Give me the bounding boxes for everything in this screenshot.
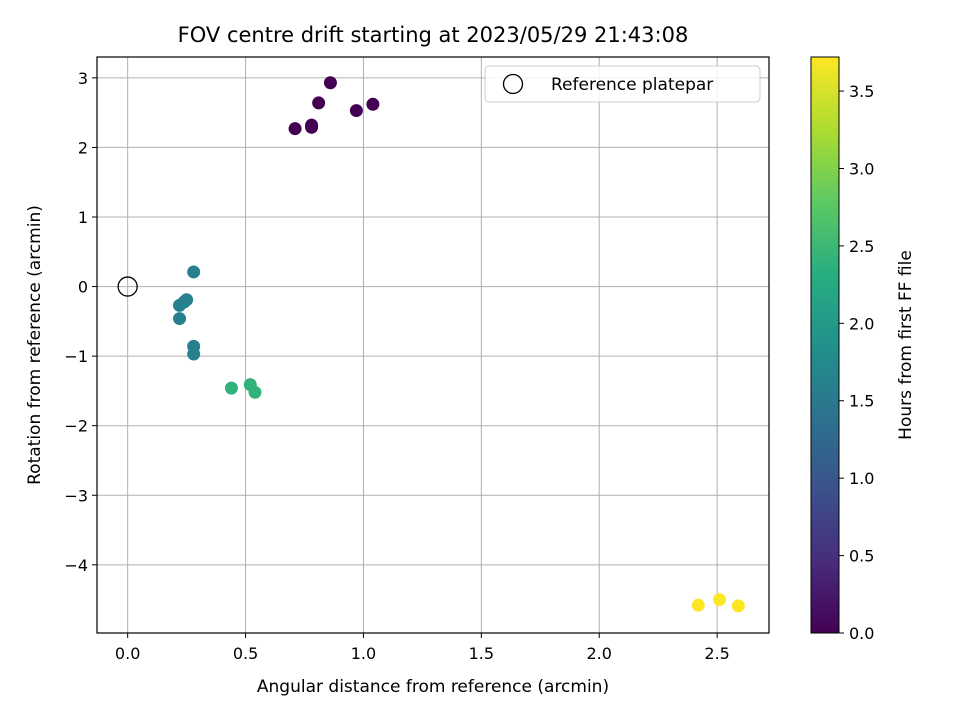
data-point <box>187 265 201 279</box>
y-tick-label: −2 <box>64 417 88 436</box>
data-point <box>173 312 187 326</box>
x-tick-label: 2.5 <box>704 644 729 663</box>
data-point <box>312 96 326 110</box>
colorbar: 0.0 0.5 1.0 1.5 2.0 2.5 3.0 3.5 Hours from firs… <box>810 56 916 643</box>
reference-marker-layer <box>117 276 138 297</box>
colorbar-tick-label: 2.5 <box>849 237 874 256</box>
data-point <box>187 347 201 361</box>
data-point <box>349 104 363 118</box>
y-tick-label: −3 <box>64 486 88 505</box>
data-point <box>731 599 745 613</box>
data-point <box>173 298 187 312</box>
scatter-points <box>173 76 745 613</box>
x-tick-label: 1.5 <box>469 644 494 663</box>
colorbar-gradient <box>810 56 840 634</box>
chart-title: FOV centre drift starting at 2023/05/29 … <box>178 23 689 47</box>
y-axis-label: Rotation from reference (arcmin) <box>25 205 45 485</box>
x-tick-label: 0.0 <box>115 644 140 663</box>
y-tick-label: 3 <box>78 69 88 88</box>
legend-reference-marker <box>502 73 524 95</box>
colorbar-tick-label: 3.0 <box>849 159 874 178</box>
colorbar-label: Hours from first FF file <box>896 250 916 440</box>
colorbar-ticks: 0.0 0.5 1.0 1.5 2.0 2.5 3.0 3.5 <box>839 82 874 643</box>
colorbar-tick-label: 2.0 <box>849 314 874 333</box>
grid-lines <box>97 57 769 633</box>
data-point <box>224 381 238 395</box>
y-tick-label: 2 <box>78 138 88 157</box>
colorbar-tick-label: 0.0 <box>849 624 874 643</box>
y-tick-label: −4 <box>64 556 88 575</box>
colorbar-tick-label: 1.5 <box>849 392 874 411</box>
data-point <box>712 593 726 607</box>
legend-box <box>484 65 761 103</box>
y-tick-label: 0 <box>78 278 88 297</box>
x-axis-label: Angular distance from reference (arcmin) <box>257 677 609 697</box>
y-tick-label: −1 <box>64 347 88 366</box>
y-axis-ticks: 3 2 1 0 −1 −2 −3 −4 <box>64 69 97 575</box>
data-point <box>248 385 262 399</box>
legend: Reference platepar <box>484 65 761 103</box>
legend-label-reference-platepar: Reference platepar <box>551 75 713 95</box>
colorbar-tick-label: 3.5 <box>849 82 874 101</box>
y-tick-label: 1 <box>78 208 88 227</box>
data-point <box>323 76 337 90</box>
x-tick-label: 2.0 <box>587 644 612 663</box>
data-point <box>288 122 302 136</box>
plot-frame <box>96 56 770 634</box>
x-axis-ticks: 0.0 0.5 1.0 1.5 2.0 2.5 <box>115 633 730 663</box>
x-tick-label: 1.0 <box>351 644 376 663</box>
reference-platepar-marker <box>117 276 138 297</box>
data-point <box>691 598 705 612</box>
data-point <box>366 97 380 111</box>
colorbar-tick-label: 0.5 <box>849 547 874 566</box>
colorbar-tick-label: 1.0 <box>849 469 874 488</box>
x-tick-label: 0.5 <box>233 644 258 663</box>
data-point <box>305 118 319 132</box>
